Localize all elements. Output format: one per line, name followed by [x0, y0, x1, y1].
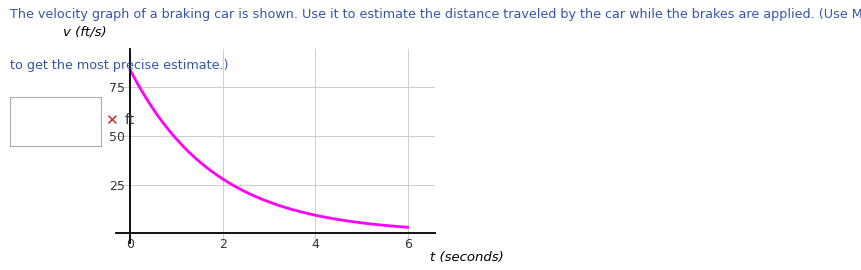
Text: ✕: ✕ — [105, 113, 118, 128]
Text: to get the most precise estimate.): to get the most precise estimate.) — [10, 59, 228, 72]
Text: ft: ft — [125, 113, 135, 127]
Text: The velocity graph of a braking car is shown. Use it to estimate the distance tr: The velocity graph of a braking car is s… — [10, 8, 861, 21]
Y-axis label: v (ft/s): v (ft/s) — [63, 26, 106, 39]
X-axis label: t (seconds): t (seconds) — [430, 251, 504, 264]
